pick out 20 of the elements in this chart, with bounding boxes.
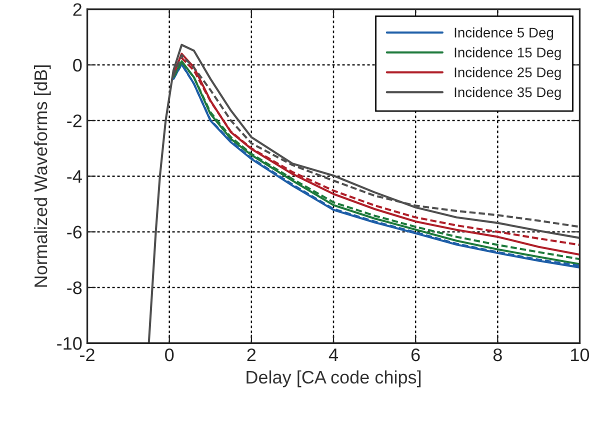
x-axis-title: Delay [CA code chips] bbox=[246, 370, 421, 388]
x-tick-label: 8 bbox=[493, 348, 502, 362]
y-tick-label: 2 bbox=[73, 3, 82, 16]
x-tick-label: 6 bbox=[411, 348, 420, 362]
x-tick-label: 2 bbox=[247, 348, 256, 362]
y-tick-label: -10 bbox=[57, 337, 82, 350]
y-tick-label: 0 bbox=[73, 58, 82, 72]
x-tick-label: 4 bbox=[328, 348, 338, 362]
y-axis-title: Normalized Waveforms [dB] bbox=[34, 65, 51, 287]
y-tick-label: -8 bbox=[67, 281, 82, 294]
x-tick-label: 0 bbox=[165, 348, 174, 362]
y-tick-label: -6 bbox=[67, 226, 82, 239]
legend-label: Incidence 35 Deg bbox=[454, 86, 561, 100]
legend-label: Incidence 5 Deg bbox=[454, 27, 554, 40]
legend-label: Incidence 25 Deg bbox=[454, 67, 561, 80]
legend-label: Incidence 15 Deg bbox=[454, 47, 561, 60]
y-tick-label: -4 bbox=[67, 170, 82, 183]
x-tick-label: 10 bbox=[571, 348, 590, 362]
line-series bbox=[148, 44, 580, 344]
y-tick-label: -2 bbox=[67, 114, 82, 128]
